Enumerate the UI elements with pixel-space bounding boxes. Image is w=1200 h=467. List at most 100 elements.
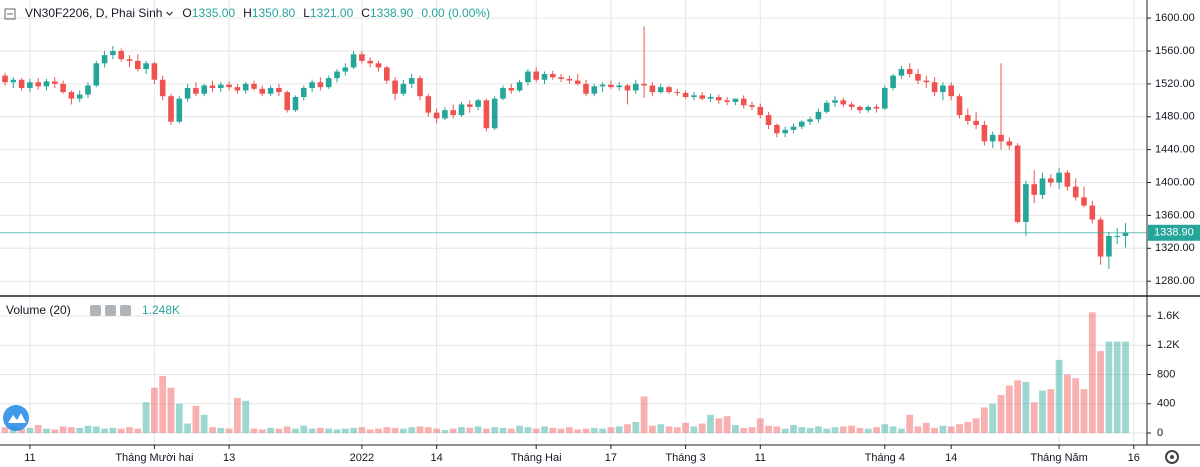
ohlc-value: 1338.90 — [370, 6, 414, 20]
volume-bar — [43, 428, 50, 434]
eye-icon[interactable] — [90, 305, 101, 316]
candle-body — [533, 71, 539, 80]
volume-bar — [192, 405, 200, 434]
volume-bar — [815, 426, 822, 434]
candle-body — [467, 104, 473, 107]
volume-bar — [1055, 359, 1063, 434]
settings-icon[interactable] — [105, 305, 116, 316]
settings-gear[interactable] — [1165, 450, 1179, 464]
volume-bar — [765, 425, 772, 434]
candle-body — [732, 98, 739, 102]
candle-body — [159, 79, 166, 97]
volume-bar — [325, 428, 333, 434]
legend-header: VN30F2206, D, Phai Sinh O 1335.00 H 1350.80… — [25, 6, 490, 20]
candle-body — [218, 84, 224, 88]
candle-body — [749, 105, 755, 107]
candle-body — [417, 78, 423, 97]
candle-body — [558, 77, 564, 79]
volume-bar — [997, 394, 1005, 434]
candle-body — [608, 84, 614, 88]
volume-bar — [964, 422, 972, 434]
volume-bar — [151, 387, 158, 434]
grid — [0, 0, 1147, 445]
y-tick-label: 1560.00 — [1155, 45, 1195, 57]
volume-bar — [599, 428, 606, 434]
volume-bar — [898, 428, 905, 434]
candle-body — [898, 69, 905, 76]
candle-body — [201, 85, 207, 94]
candle-body — [815, 111, 822, 120]
volume-bar — [408, 427, 416, 434]
volume-bar — [84, 425, 92, 434]
candle-body — [317, 82, 324, 88]
y-tick-label: 1520.00 — [1155, 78, 1195, 90]
candle-body — [392, 80, 398, 94]
volume-bar — [723, 416, 731, 434]
volume-bar — [1088, 312, 1096, 434]
candle-body — [674, 92, 681, 94]
candle-body — [334, 71, 340, 79]
candle-body — [865, 106, 871, 111]
volume-bar — [881, 424, 889, 434]
volume-bar — [682, 422, 689, 434]
dropdown-chevron — [166, 11, 173, 16]
ohlc-key: C — [361, 6, 370, 20]
volume-bar — [582, 428, 590, 434]
candle-body — [43, 81, 50, 87]
volume-bar — [873, 427, 880, 434]
x-tick-label: Tháng Năm — [1030, 452, 1087, 464]
x-tick-label: 16 — [1128, 452, 1140, 464]
volume-bar — [366, 429, 374, 434]
candle-body — [906, 69, 913, 74]
symbol-title[interactable]: VN30F2206, D, Phai Sinh — [25, 6, 162, 20]
volume-bar — [989, 403, 997, 434]
candle-body — [973, 120, 979, 125]
x-tick-label: 13 — [223, 452, 235, 464]
volume-bar — [864, 428, 872, 434]
volume-bar — [267, 427, 274, 434]
candle-body — [168, 96, 174, 122]
candle-body — [1006, 141, 1013, 146]
volume-bar — [200, 414, 208, 434]
ohlc-key: H — [243, 6, 252, 20]
volume-bar — [1039, 390, 1046, 434]
candle-body — [27, 82, 33, 88]
volume-bar — [624, 424, 631, 434]
volume-title[interactable]: Volume (20) — [6, 303, 71, 317]
candle-body — [18, 79, 25, 88]
volume-bar — [607, 427, 615, 434]
candle-body — [350, 54, 357, 68]
candle-body — [666, 87, 672, 93]
volume-bar — [1113, 341, 1121, 434]
candle-body — [309, 82, 315, 88]
logo-badge — [3, 405, 29, 431]
candle-body — [408, 78, 415, 84]
volume-bar — [292, 428, 299, 434]
logo-glyph — [8, 413, 26, 423]
volume-bar — [433, 428, 440, 434]
candle-body — [915, 74, 921, 81]
candle-body — [101, 55, 108, 64]
volume-bar — [715, 418, 723, 434]
volume-bar — [234, 397, 241, 434]
y-tick-label: 1480.00 — [1155, 111, 1195, 123]
volume-bar — [466, 427, 474, 434]
volume-bar — [798, 427, 806, 434]
remove-icon[interactable] — [120, 305, 131, 316]
volume-bar — [673, 427, 681, 434]
y-tick-label: 1600.00 — [1155, 12, 1195, 24]
volume-bar — [707, 414, 714, 434]
candle-body — [118, 50, 124, 60]
candle-body — [76, 94, 83, 99]
volume-bar — [931, 427, 938, 434]
candle-body — [60, 83, 66, 93]
x-tick-label: 14 — [430, 452, 442, 464]
candle-body — [923, 80, 930, 83]
candle-body — [508, 87, 515, 91]
volume-bar — [831, 427, 839, 434]
candle-body — [624, 85, 631, 91]
candle-body — [566, 78, 573, 81]
candle-body — [384, 67, 390, 81]
collapse-icon[interactable] — [4, 8, 16, 20]
